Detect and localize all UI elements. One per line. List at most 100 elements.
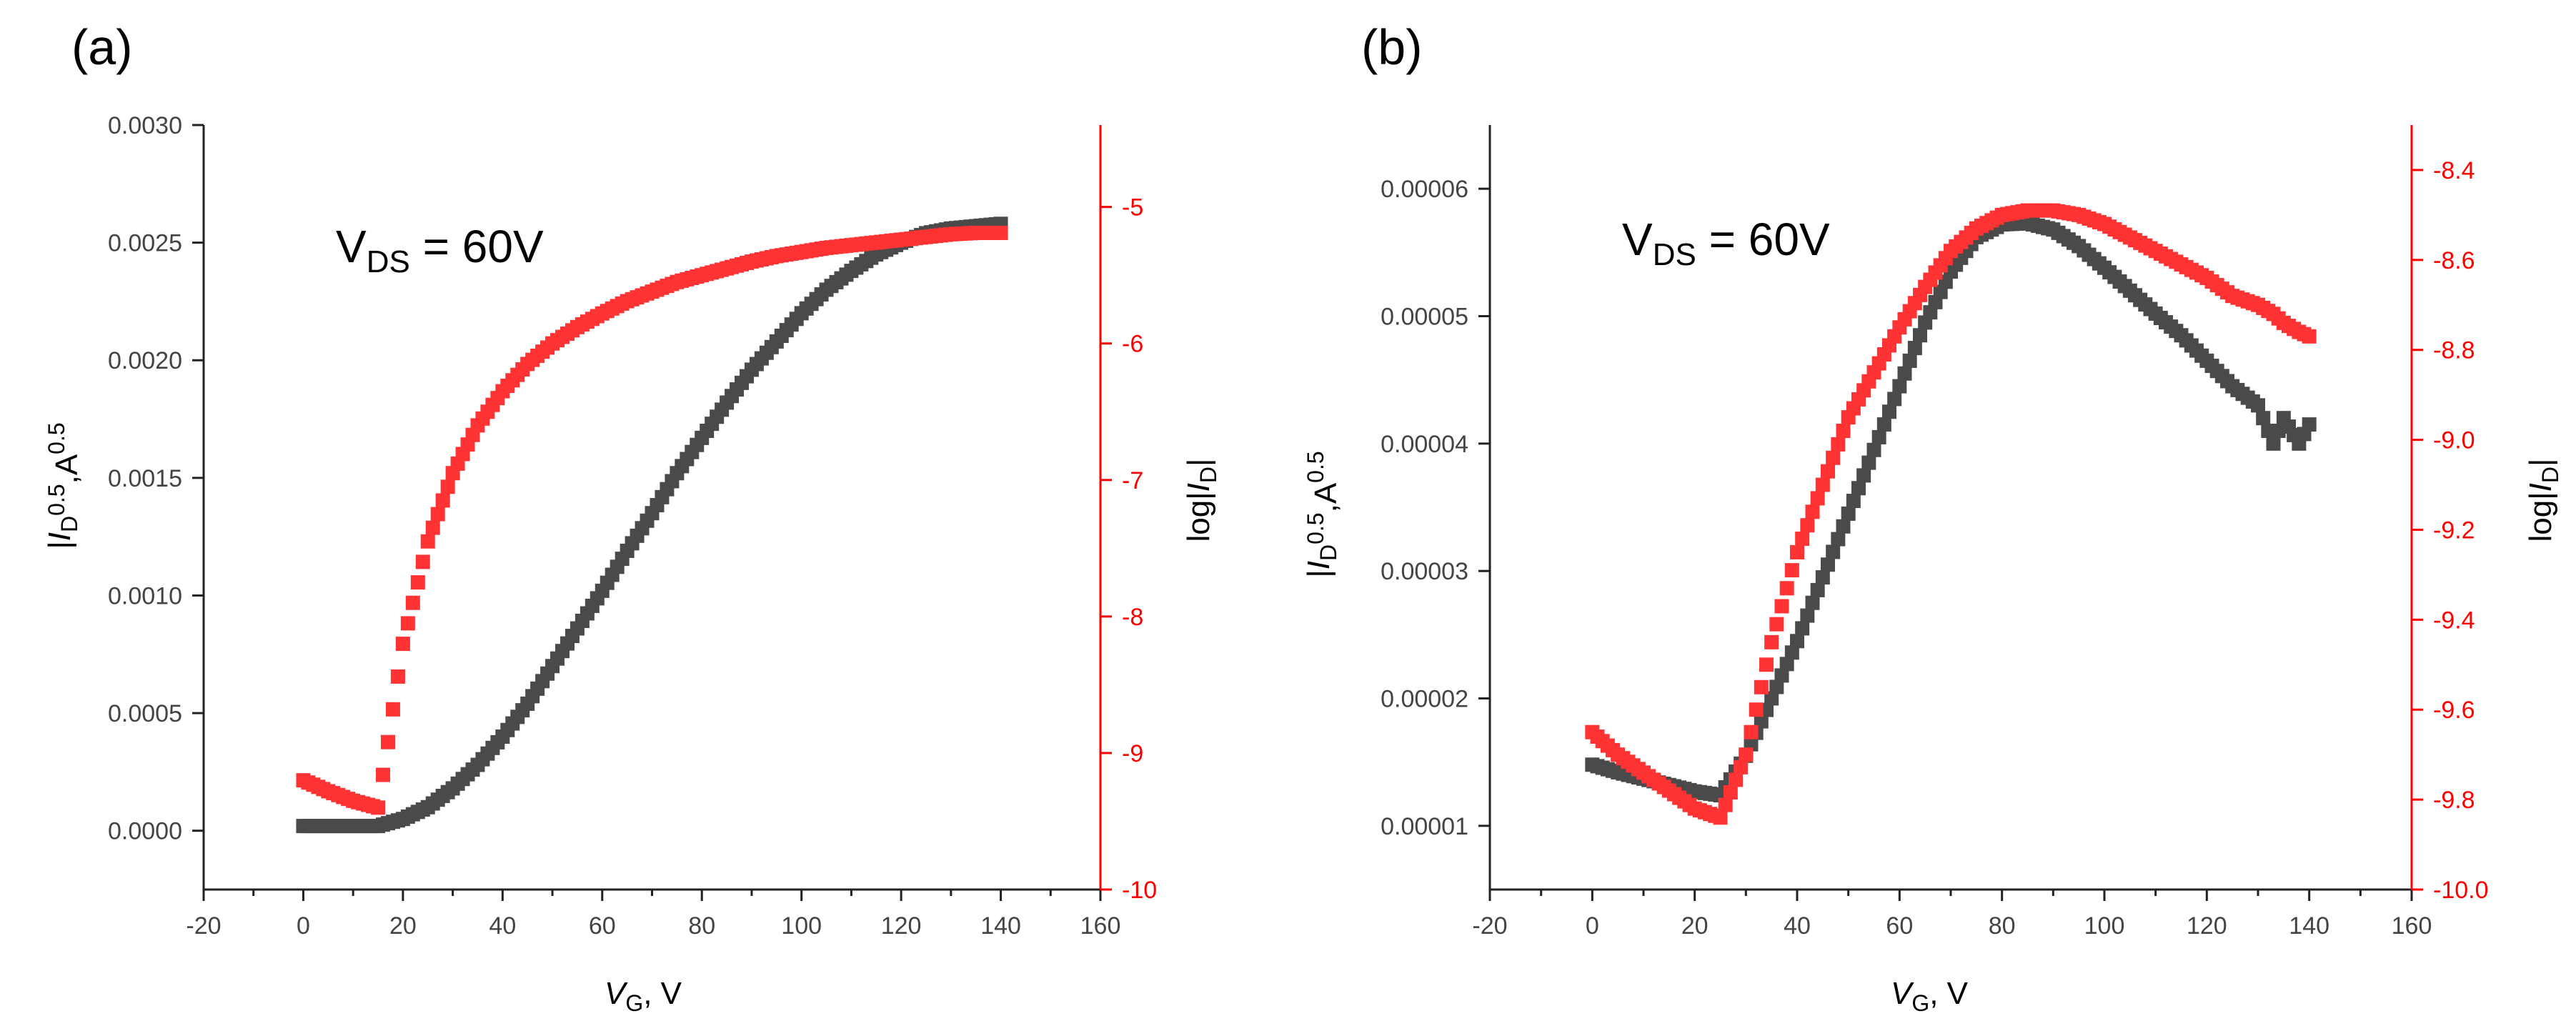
right-y-tick-label: -9.2 — [2433, 517, 2475, 544]
data-point-sqrt-id — [1810, 582, 1825, 597]
right-y-tick-label: -7 — [1122, 467, 1143, 494]
data-point-sqrt-id — [1841, 506, 1856, 521]
data-point-sqrt-id — [1821, 557, 1835, 572]
data-point-log-id — [1744, 724, 1759, 739]
data-point-sqrt-id — [1826, 544, 1841, 559]
right-y-tick-label: -10 — [1122, 877, 1157, 904]
x-tick-label: 20 — [389, 912, 417, 940]
data-point-log-id — [376, 767, 390, 782]
data-point-sqrt-id — [1851, 481, 1866, 496]
data-point-log-id — [1718, 797, 1733, 812]
data-point-sqrt-id — [1913, 328, 1927, 343]
x-tick-label: -20 — [186, 912, 221, 940]
data-point-sqrt-id — [1836, 519, 1851, 534]
right-y-tick-label: -8.8 — [2433, 337, 2475, 364]
data-point-log-id — [1734, 759, 1749, 775]
left-y-tick-label: 0.00002 — [1381, 686, 1468, 713]
data-point-sqrt-id — [2302, 417, 2317, 432]
left-y-tick-label: 0.00001 — [1381, 813, 1468, 840]
panel-a-left-axis-title: |ID0.5,A0.5 — [42, 422, 84, 549]
data-point-log-id — [1769, 617, 1784, 632]
right-y-tick-label: -8 — [1122, 604, 1143, 631]
data-point-sqrt-id — [1831, 532, 1846, 547]
panel-b-right-axis-title: log|ID| — [2523, 459, 2563, 542]
data-point-sqrt-id — [1774, 668, 1789, 683]
data-point-log-id — [1779, 581, 1794, 596]
x-tick-label: 40 — [1784, 912, 1811, 940]
data-point-log-id — [380, 734, 395, 749]
data-point-sqrt-id — [1876, 417, 1891, 432]
x-tick-label: 0 — [297, 912, 310, 940]
panel-a-red-series — [296, 225, 1008, 815]
data-point-log-id — [400, 616, 415, 631]
x-tick-label: 140 — [980, 912, 1021, 940]
panel-b-left-axis-title: |ID0.5,A0.5 — [1301, 451, 1343, 577]
x-tick-label: 120 — [881, 912, 922, 940]
panel-b-annotation: VDS = 60V — [1622, 214, 1830, 272]
left-y-tick-label: 0.0015 — [108, 465, 182, 492]
panel-a-axes: -20 0 20 40 60 80 100 120 140 160 0.0000 0.0005 0.00… — [108, 112, 1157, 940]
left-y-tick-label: 0.0000 — [108, 818, 182, 845]
data-point-sqrt-id — [1754, 714, 1769, 729]
left-y-tick-label: 0.0005 — [108, 700, 182, 727]
data-point-sqrt-id — [1907, 341, 1922, 356]
data-point-sqrt-id — [1769, 679, 1784, 694]
right-y-tick-label: -5 — [1122, 194, 1143, 221]
data-point-log-id — [420, 534, 435, 549]
data-point-log-id — [405, 595, 420, 610]
x-tick-label: 60 — [589, 912, 616, 940]
data-point-sqrt-id — [1790, 634, 1804, 649]
data-point-sqrt-id — [1800, 608, 1815, 623]
data-point-log-id — [1729, 772, 1743, 787]
left-y-tick-label: 0.0030 — [108, 112, 182, 139]
x-tick-label: 160 — [2392, 912, 2432, 940]
data-point-log-id — [385, 702, 400, 717]
left-y-tick-label: 0.00005 — [1381, 304, 1468, 331]
data-point-log-id — [390, 669, 405, 684]
panel-b-x-axis-title: VG, V — [1891, 976, 1969, 1016]
data-point-log-id — [410, 575, 425, 590]
panel-a-annotation: VDS = 60V — [336, 221, 544, 279]
data-point-log-id — [993, 225, 1008, 240]
data-point-sqrt-id — [2251, 398, 2265, 413]
x-tick-label: -20 — [1472, 912, 1507, 940]
right-y-tick-label: -9.4 — [2433, 607, 2475, 634]
data-point-log-id — [1810, 491, 1825, 506]
left-y-tick-label: 0.0020 — [108, 347, 182, 374]
data-point-log-id — [1739, 747, 1754, 762]
x-tick-label: 20 — [1681, 912, 1709, 940]
data-point-log-id — [1815, 477, 1830, 492]
panel-b-label: (b) — [1361, 19, 1423, 75]
x-tick-label: 100 — [781, 912, 822, 940]
data-point-log-id — [1805, 504, 1820, 519]
data-point-sqrt-id — [1779, 657, 1794, 672]
x-tick-label: 80 — [688, 912, 715, 940]
data-point-log-id — [440, 479, 455, 494]
data-point-log-id — [1774, 599, 1789, 614]
data-point-log-id — [371, 800, 386, 815]
data-point-log-id — [1713, 810, 1728, 825]
right-y-tick-label: -9.0 — [2433, 427, 2475, 454]
data-point-sqrt-id — [1805, 595, 1820, 610]
data-point-log-id — [1821, 464, 1835, 479]
x-tick-label: 140 — [2289, 912, 2329, 940]
panel-b-axes: -20 0 20 40 60 80 100 120 140 160 0.00001 0.00002 0.… — [1381, 125, 2489, 940]
panel-b: (b) -20 0 20 40 60 80 100 120 140 160 0.00001 0.000… — [1301, 19, 2563, 1016]
x-tick-label: 120 — [2187, 912, 2227, 940]
data-point-log-id — [1800, 518, 1815, 533]
data-point-log-id — [1784, 563, 1799, 578]
data-point-sqrt-id — [1871, 429, 1886, 444]
panel-a-label: (a) — [71, 19, 133, 75]
data-point-log-id — [1759, 657, 1774, 672]
right-y-tick-label: -9.6 — [2433, 697, 2475, 724]
data-point-sqrt-id — [1784, 645, 1799, 660]
right-y-tick-label: -10.0 — [2433, 877, 2489, 904]
x-tick-label: 40 — [489, 912, 516, 940]
x-tick-label: 160 — [1080, 912, 1121, 940]
data-point-sqrt-id — [1897, 366, 1912, 381]
data-point-sqrt-id — [1892, 379, 1907, 394]
data-point-log-id — [430, 507, 445, 522]
data-point-log-id — [1836, 424, 1851, 438]
data-point-log-id — [1723, 785, 1738, 800]
data-point-sqrt-id — [1887, 392, 1902, 407]
